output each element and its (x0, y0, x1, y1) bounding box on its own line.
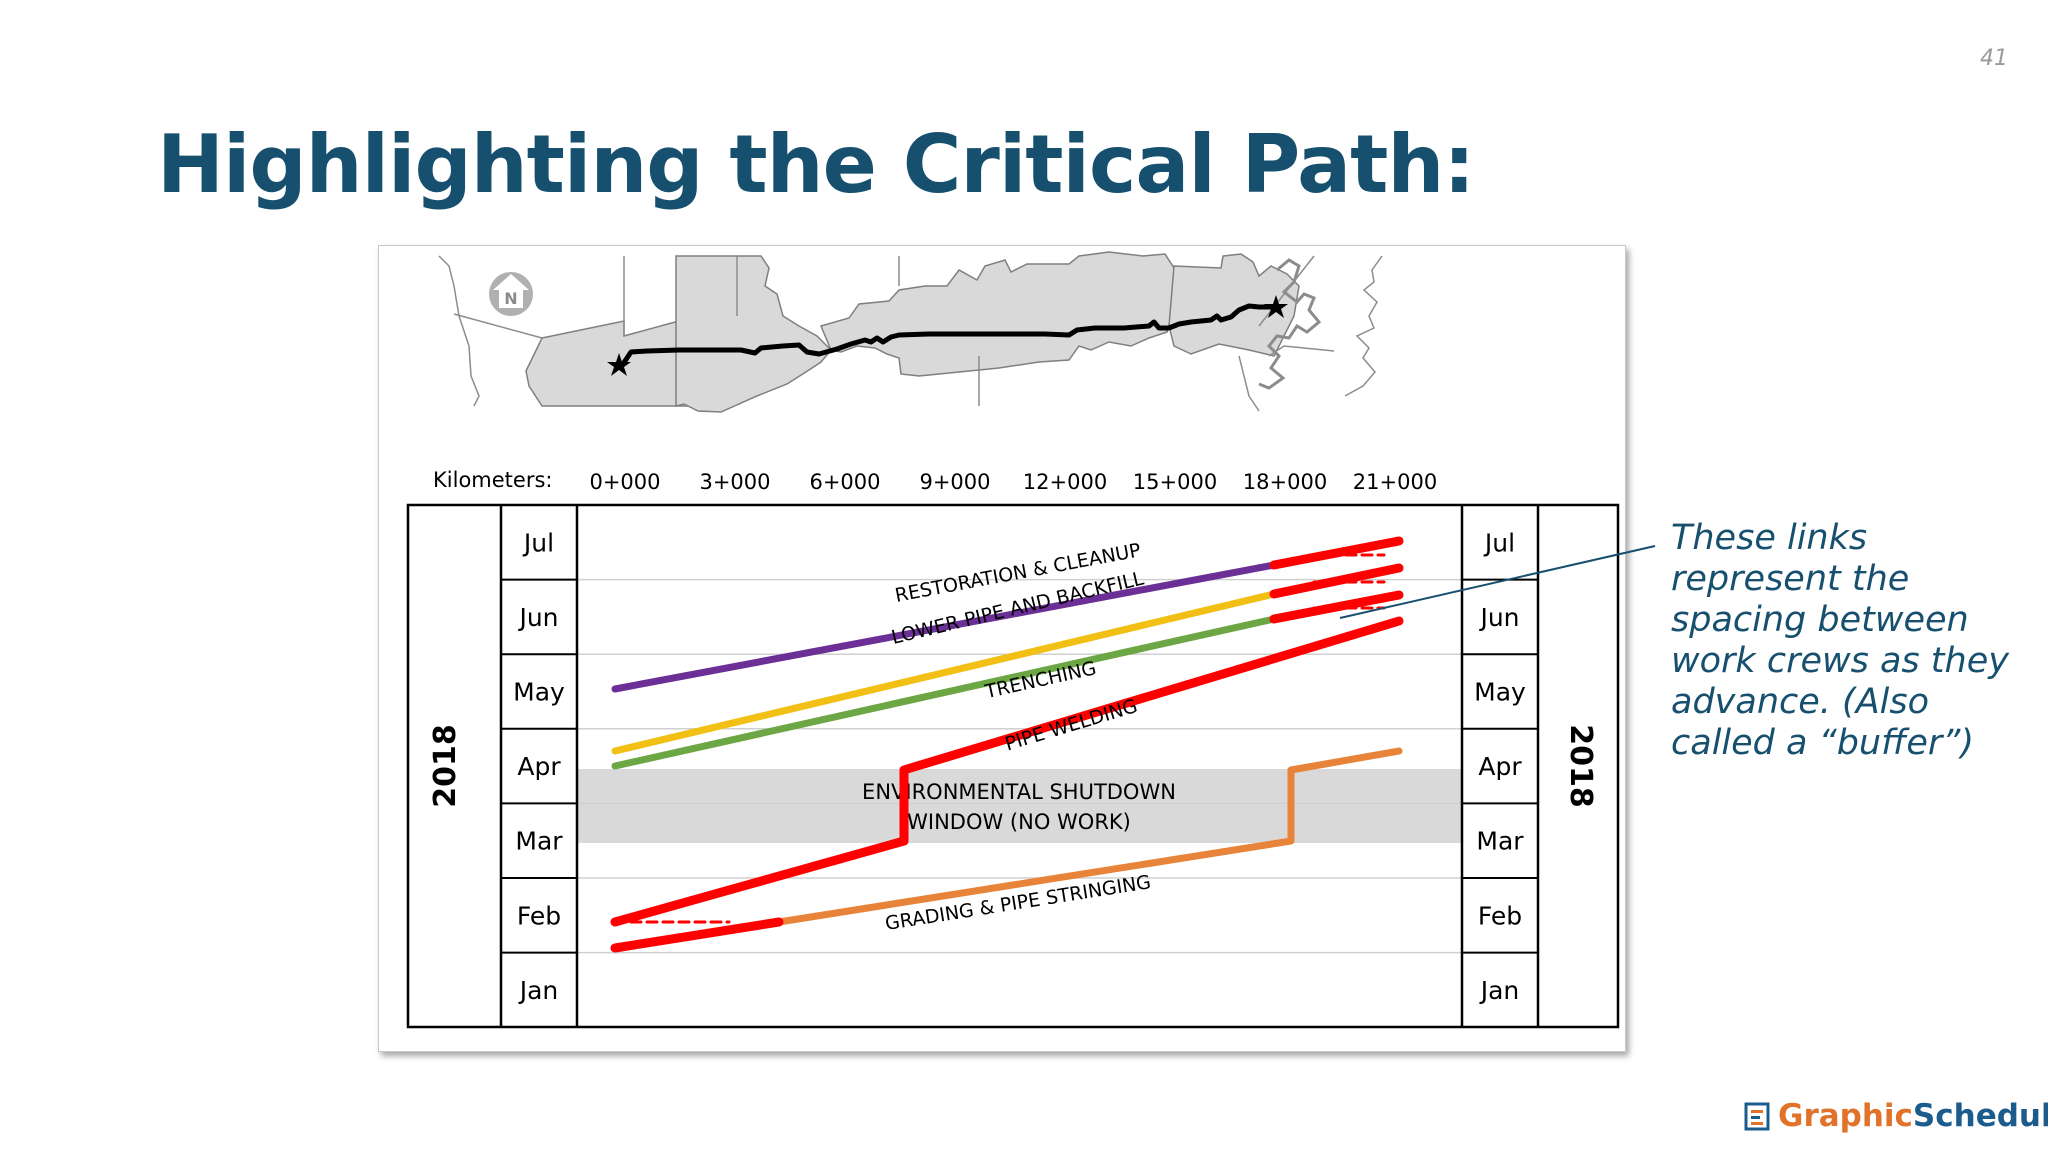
km-tick-label: 18+000 (1243, 470, 1327, 494)
restoration-line (611, 561, 1278, 693)
km-tick-label: 0+000 (589, 470, 660, 494)
month-label-right: May (1474, 678, 1526, 707)
start-star-icon (607, 353, 631, 376)
month-label-right: Apr (1478, 752, 1522, 781)
month-label-left: May (513, 678, 565, 707)
month-label-left: Jul (522, 528, 554, 557)
month-label-left: Jan (518, 976, 559, 1005)
km-tick-labels: 0+000 3+000 6+000 9+000 12+000 15+000 18+000 21… (589, 470, 1437, 494)
year-label-left: 2018 (428, 724, 463, 808)
end-star-icon (1264, 295, 1288, 318)
logo-word-graphic: Graphic (1778, 1098, 1913, 1134)
critical-grading-start (610, 917, 784, 953)
km-tick-label: 12+000 (1023, 470, 1107, 494)
north-arrow-icon: N (489, 272, 533, 316)
north-label: N (504, 289, 517, 308)
buffer-links (629, 553, 1386, 924)
km-label: Kilometers: (433, 468, 552, 492)
critical-restoration-end (1269, 536, 1404, 570)
km-tick-label: 6+000 (809, 470, 880, 494)
month-label-left: Feb (517, 901, 561, 930)
activity-lines (610, 536, 1404, 953)
shutdown-label-line2: WINDOW (NO WORK) (907, 810, 1131, 834)
month-label-left: Mar (515, 827, 563, 856)
month-label-right: Jan (1479, 976, 1520, 1005)
month-label-left: Apr (517, 752, 561, 781)
km-tick-label: 21+000 (1353, 470, 1437, 494)
km-tick-label: 15+000 (1133, 470, 1217, 494)
month-label-right: Jun (1478, 603, 1519, 632)
shutdown-window (577, 769, 1462, 843)
month-label-left: Jun (517, 603, 558, 632)
logo-mark-icon (1744, 1102, 1770, 1131)
pipeline-route (620, 303, 1278, 366)
year-label-right: 2018 (1563, 724, 1598, 808)
figure-svg: N Kilometers: 0+000 3+000 6+000 9+000 12+000… (406, 251, 1620, 1029)
month-gridlines (577, 578, 1462, 954)
schedule-frame (406, 503, 1620, 1029)
shutdown-label-line1: ENVIRONMENTAL SHUTDOWN (862, 780, 1176, 804)
month-label-right: Mar (1476, 827, 1524, 856)
trenching-line (611, 615, 1278, 770)
buffer-annotation: These links represent the spacing betwee… (1671, 518, 2009, 763)
slide-title: Highlighting the Critical Path: (157, 118, 1475, 211)
grading-line (775, 747, 1403, 926)
month-columns: Jul Jul Jun Jun May May Apr Apr Mar Mar Feb Feb Jan J… (501, 528, 1538, 1005)
critical-pipe-welding (610, 616, 1404, 927)
schedule-grid: Jul Jul Jun Jun May May Apr Apr Mar Mar Feb Feb Jan J… (406, 503, 1620, 1029)
logo-word-schedule: Schedule (1912, 1098, 2048, 1134)
month-label-right: Jul (1483, 528, 1515, 557)
river (1258, 258, 1322, 390)
km-tick-label: 3+000 (699, 470, 770, 494)
graphicschedule-logo: Graphic Schedule (1744, 1096, 2048, 1136)
km-tick-label: 9+000 (919, 470, 990, 494)
page-number: 41 (1980, 46, 2008, 71)
lower-pipe-line (611, 590, 1278, 755)
month-label-right: Feb (1478, 901, 1522, 930)
map-region-2 (675, 255, 833, 413)
route-map: N (438, 251, 1383, 413)
linear-schedule-figure: N Kilometers: 0+000 3+000 6+000 9+000 12+000… (378, 245, 1626, 1052)
